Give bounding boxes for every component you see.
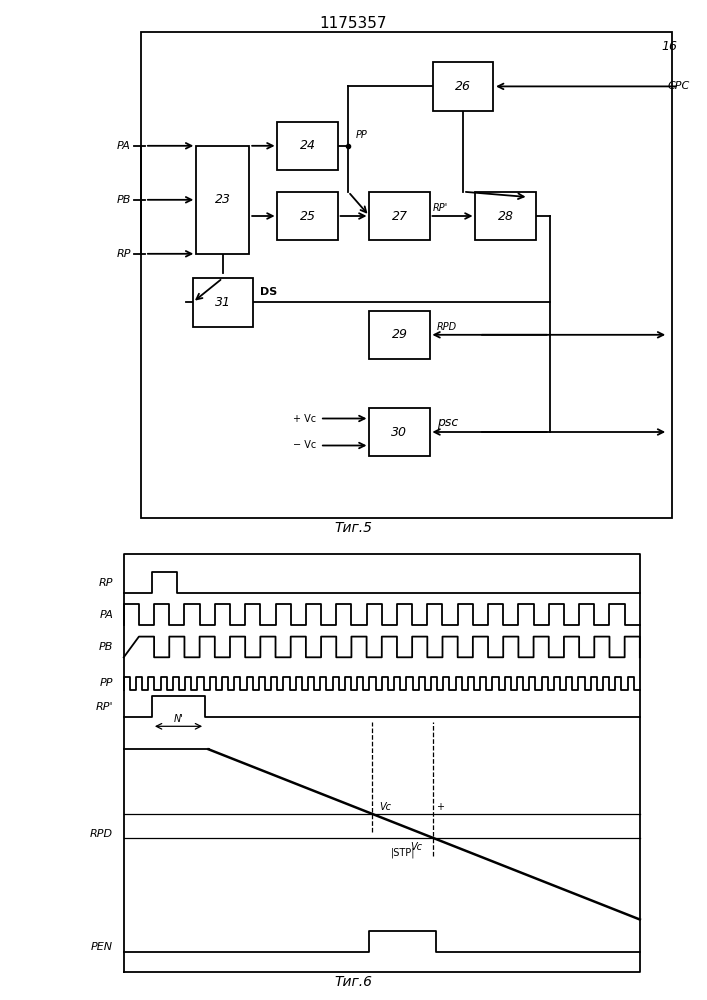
Text: 29: 29 xyxy=(392,328,407,341)
Text: 28: 28 xyxy=(498,210,513,223)
Text: RP': RP' xyxy=(95,702,113,712)
Text: + Vᴄ: + Vᴄ xyxy=(293,414,317,424)
Text: Τиг.6: Τиг.6 xyxy=(334,974,373,988)
Text: psc: psc xyxy=(436,416,458,429)
Text: PB: PB xyxy=(117,195,131,205)
Text: RP: RP xyxy=(116,249,131,259)
Bar xyxy=(193,278,253,327)
Text: 27: 27 xyxy=(392,210,407,223)
Text: DS: DS xyxy=(260,287,277,297)
Text: |STP|: |STP| xyxy=(390,847,415,858)
Text: +: + xyxy=(436,802,445,812)
Text: RPD: RPD xyxy=(90,829,113,839)
Text: PA: PA xyxy=(117,141,131,151)
Bar xyxy=(277,192,338,240)
Text: PEN: PEN xyxy=(91,942,113,952)
Text: N': N' xyxy=(174,714,183,724)
Text: CPC: CPC xyxy=(667,81,689,91)
Text: Vᴄ: Vᴄ xyxy=(380,802,392,812)
Text: PP: PP xyxy=(355,130,367,140)
Bar xyxy=(369,310,429,359)
Text: 23: 23 xyxy=(215,193,230,206)
Text: PP: PP xyxy=(100,678,113,688)
Text: 30: 30 xyxy=(392,426,407,438)
Text: RPD: RPD xyxy=(436,322,457,332)
Bar xyxy=(197,146,250,254)
Text: Τиг.5: Τиг.5 xyxy=(334,521,373,535)
Text: Vᴄ: Vᴄ xyxy=(410,842,422,852)
Text: PB: PB xyxy=(99,642,113,652)
Bar xyxy=(277,121,338,170)
Text: 26: 26 xyxy=(455,80,471,93)
Text: − Vᴄ: − Vᴄ xyxy=(293,440,317,450)
Bar xyxy=(433,62,493,111)
Text: 24: 24 xyxy=(300,139,315,152)
Text: 1175357: 1175357 xyxy=(320,16,387,31)
Text: 31: 31 xyxy=(215,296,230,309)
Bar xyxy=(369,192,429,240)
Bar xyxy=(369,408,429,456)
Bar xyxy=(141,32,672,518)
Text: RP': RP' xyxy=(433,203,448,213)
Text: 25: 25 xyxy=(300,210,315,223)
Text: RP: RP xyxy=(98,578,113,588)
Text: PA: PA xyxy=(99,610,113,620)
Bar xyxy=(475,192,536,240)
Text: 16: 16 xyxy=(661,40,677,53)
